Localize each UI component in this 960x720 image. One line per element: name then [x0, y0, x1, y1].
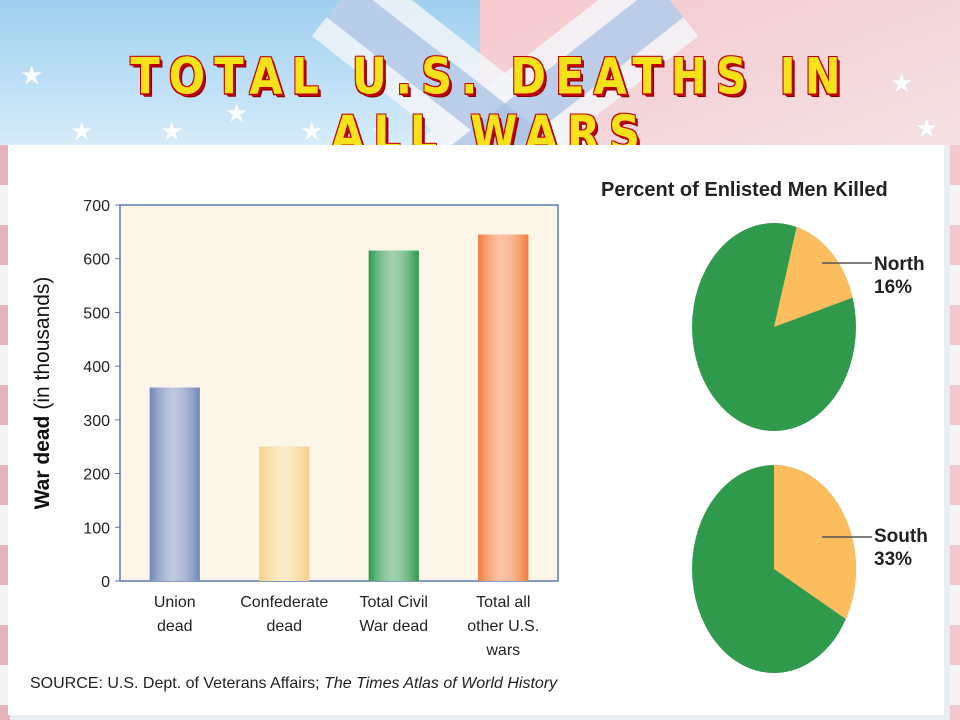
- pie-south: [682, 465, 902, 685]
- category-labels: Union dead Confederate dead Total Civil War d…: [154, 594, 539, 659]
- pie-north-svg: [692, 223, 872, 431]
- pie-south-name: South: [874, 526, 928, 547]
- pie-south-value: 33%: [874, 549, 913, 570]
- star-icon: ★: [160, 116, 184, 146]
- pie-south-label: South 33%: [874, 525, 928, 571]
- category-label: Union: [154, 594, 196, 611]
- y-tick-label: 600: [83, 252, 110, 269]
- pie-slice-north: [774, 227, 853, 327]
- star-icon: ★: [20, 60, 44, 90]
- star-icon: ★: [225, 98, 249, 128]
- bar: [259, 446, 310, 581]
- y-tick-label: 500: [83, 305, 110, 322]
- pie-slice-south: [774, 465, 857, 620]
- star-icon: ★: [915, 113, 939, 143]
- y-tick-label: 200: [83, 467, 110, 484]
- flag-stripes-right: [950, 145, 960, 720]
- y-tick-label: 400: [83, 359, 110, 376]
- star-icon: ★: [300, 116, 324, 146]
- category-label: dead: [157, 618, 193, 635]
- y-tick-label: 0: [101, 574, 110, 591]
- y-tick-label: 100: [83, 520, 110, 537]
- pie-chart-title: Percent of Enlisted Men Killed: [601, 179, 888, 201]
- source-note: SOURCE: U.S. Dept. of Veterans Affairs; …: [30, 675, 557, 693]
- category-label: dead: [266, 618, 302, 635]
- category-label: wars: [485, 642, 520, 659]
- source-title: The Times Atlas of World History: [324, 675, 558, 692]
- flag-stripes-left: [0, 145, 10, 720]
- pie-south-svg: [692, 465, 872, 673]
- category-label: Total Civil: [360, 594, 428, 611]
- star-icon: ★: [370, 116, 394, 146]
- y-axis-label-bold: War dead: [31, 416, 54, 510]
- category-label: Total all: [476, 594, 530, 611]
- y-axis-label: War dead (in thousands): [31, 277, 54, 510]
- page-title: TOTAL U.S. DEATHS IN ALL WARS: [130, 48, 850, 164]
- bars: [149, 234, 529, 581]
- pie-north-value: 16%: [874, 277, 913, 298]
- pie-north-name: North: [874, 254, 925, 275]
- y-axis-ticks: 0 100 200 300 400 500 600 700: [83, 198, 120, 591]
- pie-north: [682, 223, 902, 443]
- y-tick-label: 300: [83, 413, 110, 430]
- bar: [478, 234, 529, 581]
- category-label: Confederate: [240, 594, 328, 611]
- y-tick-label: 700: [83, 198, 110, 215]
- star-icon: ★: [70, 116, 94, 146]
- bar-chart: 0 100 200 300 400 500 600 700 Union dead Confeder…: [31, 198, 559, 659]
- pie-north-label: North 16%: [874, 253, 925, 299]
- category-label: War dead: [359, 618, 428, 635]
- y-axis-label-unit: (in thousands): [31, 277, 54, 410]
- bar: [149, 387, 200, 581]
- star-icon: ★: [890, 68, 914, 98]
- bar: [368, 250, 419, 581]
- source-prefix: SOURCE: U.S. Dept. of Veterans Affairs;: [30, 675, 325, 692]
- category-label: other U.S.: [467, 618, 539, 635]
- chart-panel: 0 100 200 300 400 500 600 700 Union dead Confeder…: [8, 145, 944, 715]
